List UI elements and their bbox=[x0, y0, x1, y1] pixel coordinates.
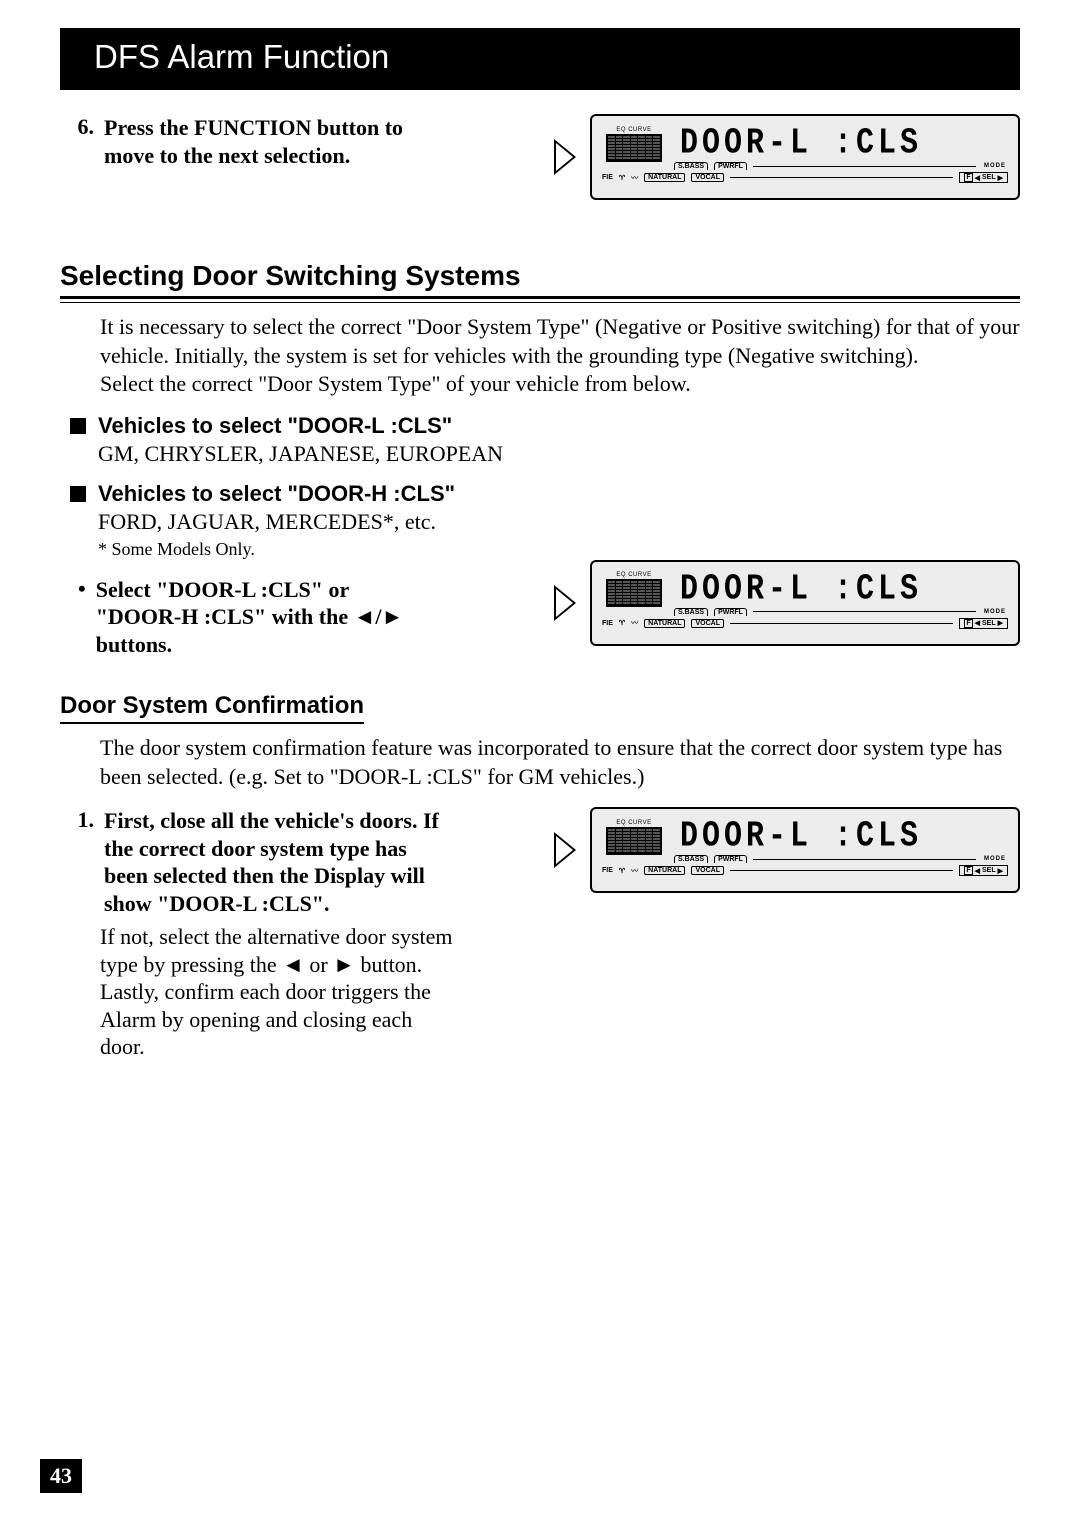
eq-label: EQ CURVE bbox=[616, 127, 651, 133]
step1-follow-text: If not, select the alternative door syst… bbox=[100, 923, 460, 1061]
step-number: 1. bbox=[60, 807, 94, 833]
bullet-door-l: Vehicles to select "DOOR-L :CLS" bbox=[70, 413, 1020, 439]
sel-box: F ◀SEL▶ bbox=[959, 172, 1008, 183]
wave-icon: 〰 bbox=[631, 173, 638, 183]
pointer-icon bbox=[554, 585, 576, 621]
lcd-display-2: EQ CURVE DOOR-L :CLS S.BASS PWRFL MODE F… bbox=[554, 560, 1020, 646]
pointer-icon bbox=[554, 139, 576, 175]
dot-bullet-row: • Select "DOOR-L :CLS" or "DOOR-H :CLS" … bbox=[60, 560, 1020, 659]
step-1-row: 1. First, close all the vehicle's doors.… bbox=[60, 807, 1020, 917]
cup-icon: ♈︎ bbox=[619, 174, 625, 182]
pointer-icon bbox=[554, 832, 576, 868]
eq-bars-icon bbox=[606, 579, 662, 607]
lcd-display-3: EQ CURVE DOOR-L :CLS S.BASS PWRFL MODE F… bbox=[554, 807, 1020, 893]
eq-bars-icon bbox=[606, 827, 662, 855]
bullet2-footnote: * Some Models Only. bbox=[98, 539, 1020, 560]
eq-bars-icon bbox=[606, 134, 662, 162]
vocal-label: VOCAL bbox=[691, 173, 724, 182]
bullet1-body: GM, CHRYSLER, JAPANESE, EUROPEAN bbox=[98, 441, 1020, 467]
lcd-main-text: DOOR-L :CLS bbox=[674, 124, 1008, 165]
manual-page: DFS Alarm Function 6. Press the FUNCTION… bbox=[0, 0, 1080, 1101]
lcd-panel: EQ CURVE DOOR-L :CLS S.BASS PWRFL MODE F… bbox=[590, 560, 1020, 646]
fie-label: FIE bbox=[602, 174, 613, 181]
lcd-panel: EQ CURVE DOOR-L :CLS S.BASS PWRFL MODE F… bbox=[590, 114, 1020, 200]
page-title: DFS Alarm Function bbox=[94, 38, 389, 75]
bullet-door-h: Vehicles to select "DOOR-H :CLS" bbox=[70, 481, 1020, 507]
square-bullet-icon bbox=[70, 486, 86, 502]
lcd-display-1: EQ CURVE DOOR-L :CLS S.BASS PWRFL MODE F… bbox=[554, 114, 1020, 200]
page-title-bar: DFS Alarm Function bbox=[60, 28, 1020, 90]
bullet1-title: Vehicles to select "DOOR-L :CLS" bbox=[98, 413, 452, 439]
step-number: 6. bbox=[60, 114, 94, 140]
lcd-panel: EQ CURVE DOOR-L :CLS S.BASS PWRFL MODE F… bbox=[590, 807, 1020, 893]
subsection-title-confirmation: Door System Confirmation bbox=[60, 692, 364, 724]
section-title-selecting: Selecting Door Switching Systems bbox=[60, 260, 1020, 299]
section2-intro: The door system confirmation feature was… bbox=[100, 734, 1020, 791]
bullet2-body: FORD, JAGUAR, MERCEDES*, etc. bbox=[98, 509, 1020, 535]
dot-bullet-icon: • bbox=[78, 576, 86, 659]
section1-intro: It is necessary to select the correct "D… bbox=[100, 313, 1020, 399]
step-6-row: 6. Press the FUNCTION button to move to … bbox=[60, 114, 1020, 200]
dot-bullet-text: Select "DOOR-L :CLS" or "DOOR-H :CLS" wi… bbox=[96, 576, 406, 659]
step-text: Press the FUNCTION button to move to the… bbox=[104, 114, 424, 169]
natural-label: NATURAL bbox=[644, 173, 685, 182]
square-bullet-icon bbox=[70, 418, 86, 434]
step-text: First, close all the vehicle's doors. If… bbox=[104, 807, 444, 917]
bullet2-title: Vehicles to select "DOOR-H :CLS" bbox=[98, 481, 455, 507]
page-number: 43 bbox=[40, 1459, 82, 1493]
